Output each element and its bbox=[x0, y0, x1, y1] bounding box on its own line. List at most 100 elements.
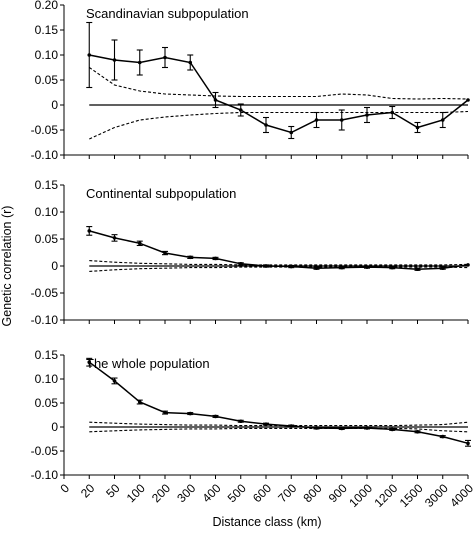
data-point bbox=[163, 251, 167, 255]
upper-ci-line bbox=[89, 260, 469, 266]
data-point bbox=[87, 53, 92, 57]
upper-ci-line bbox=[89, 421, 469, 427]
x-tick-label: 1500 bbox=[397, 481, 426, 510]
data-point bbox=[314, 426, 319, 430]
data-point bbox=[238, 419, 243, 424]
data-point bbox=[314, 266, 319, 270]
data-point bbox=[314, 118, 319, 122]
data-point bbox=[466, 263, 470, 267]
y-tick-label: 0.10 bbox=[35, 372, 59, 386]
x-tick-label: 300 bbox=[174, 481, 198, 505]
data-point bbox=[466, 98, 470, 102]
y-tick-label: 0.15 bbox=[35, 23, 59, 37]
x-tick-label: 700 bbox=[275, 481, 299, 505]
data-point bbox=[339, 118, 344, 122]
x-tick-label: 100 bbox=[124, 481, 148, 505]
data-point bbox=[289, 264, 294, 269]
data-point bbox=[390, 110, 395, 115]
y-tick-label: -0.10 bbox=[31, 148, 59, 162]
data-point bbox=[137, 400, 142, 404]
data-point bbox=[289, 424, 294, 428]
data-point bbox=[415, 430, 420, 434]
data-point bbox=[289, 130, 294, 135]
data-point bbox=[112, 236, 117, 240]
panel-1: 0.20 0.15 0.10 0.05 0 -0.05 -0.10 Scandinavian … bbox=[31, 0, 470, 162]
lower-ci-line bbox=[89, 266, 469, 272]
y-tick-label: 0.15 bbox=[35, 178, 59, 192]
y-tick-label: 0.20 bbox=[35, 0, 59, 12]
data-point bbox=[365, 113, 369, 117]
x-axis-title: Distance class (km) bbox=[212, 515, 321, 529]
y-tick-label: -0.05 bbox=[31, 444, 59, 458]
data-point bbox=[188, 255, 193, 260]
y-axis-title: Genetic correlation (r) bbox=[0, 206, 14, 327]
upper-ci-line bbox=[88, 67, 469, 100]
data-point bbox=[213, 414, 218, 419]
x-tick-label: 1200 bbox=[372, 481, 401, 510]
data-point bbox=[213, 98, 218, 102]
x-tick-label: 1000 bbox=[346, 481, 375, 510]
y-tick-label: -0.10 bbox=[31, 468, 59, 482]
lower-ci-line bbox=[89, 110, 469, 140]
data-point bbox=[238, 262, 243, 266]
data-point bbox=[365, 426, 369, 430]
x-tick-label: 20 bbox=[78, 481, 98, 501]
data-point bbox=[188, 60, 193, 65]
y-tick-label: 0 bbox=[51, 98, 58, 112]
panel-title: The whole population bbox=[86, 356, 210, 371]
y-tick-label: -0.05 bbox=[31, 286, 59, 300]
data-point bbox=[365, 265, 369, 269]
y-tick-label: -0.10 bbox=[31, 313, 59, 327]
y-tick-label: 0 bbox=[51, 420, 58, 434]
y-tick-label: -0.05 bbox=[31, 123, 59, 137]
data-point bbox=[137, 241, 142, 246]
x-tick-label: 200 bbox=[149, 481, 173, 505]
panel-2: 0.15 0.10 0.05 0 -0.05 -0.10 Continental subpo… bbox=[31, 178, 470, 327]
x-tick-label: 600 bbox=[250, 481, 274, 505]
data-point bbox=[390, 265, 395, 270]
x-tick-label: 0 bbox=[57, 481, 72, 496]
y-tick-label: 0.05 bbox=[35, 396, 59, 410]
y-tick-label: 0.05 bbox=[35, 232, 59, 246]
panel-3: 0.150.100.050-0.05-0.100 20 50 100 200 300 400… bbox=[31, 348, 474, 510]
data-point bbox=[440, 434, 445, 439]
data-point bbox=[87, 360, 92, 365]
data-point bbox=[112, 58, 117, 62]
data-point bbox=[137, 60, 142, 65]
data-point bbox=[440, 266, 445, 270]
correlogram-line bbox=[89, 230, 469, 270]
data-point bbox=[415, 125, 420, 130]
data-point bbox=[466, 441, 470, 446]
x-tick-label: 50 bbox=[103, 481, 123, 501]
data-point bbox=[264, 123, 268, 127]
x-tick-label: 500 bbox=[225, 481, 249, 505]
data-point bbox=[112, 379, 117, 383]
data-point bbox=[339, 265, 344, 270]
panel-title: Scandinavian subpopulation bbox=[86, 6, 249, 21]
y-tick-label: 0.05 bbox=[35, 73, 59, 87]
x-tick-label: 4000 bbox=[447, 481, 474, 510]
data-point bbox=[264, 264, 268, 268]
panel-title: Continental subpopulation bbox=[86, 186, 236, 201]
data-point bbox=[339, 426, 344, 431]
data-point bbox=[238, 108, 243, 112]
lower-ci-line bbox=[89, 427, 469, 433]
data-point bbox=[188, 411, 193, 416]
data-point bbox=[163, 55, 167, 60]
data-point bbox=[163, 410, 167, 415]
x-tick-label: 800 bbox=[300, 481, 324, 505]
x-tick-label: 400 bbox=[199, 481, 223, 505]
y-tick-label: 0 bbox=[51, 259, 58, 273]
y-tick-label: 0.15 bbox=[35, 348, 59, 362]
data-point bbox=[264, 422, 268, 426]
x-tick-label: 3000 bbox=[422, 481, 451, 510]
x-tick-label: 900 bbox=[326, 481, 350, 505]
data-point bbox=[87, 229, 92, 233]
data-point bbox=[213, 256, 218, 261]
data-point bbox=[415, 267, 420, 272]
y-tick-label: 0.10 bbox=[35, 48, 59, 62]
y-tick-label: 0.10 bbox=[35, 205, 59, 219]
data-point bbox=[440, 118, 445, 122]
correlogram-line bbox=[88, 361, 469, 445]
